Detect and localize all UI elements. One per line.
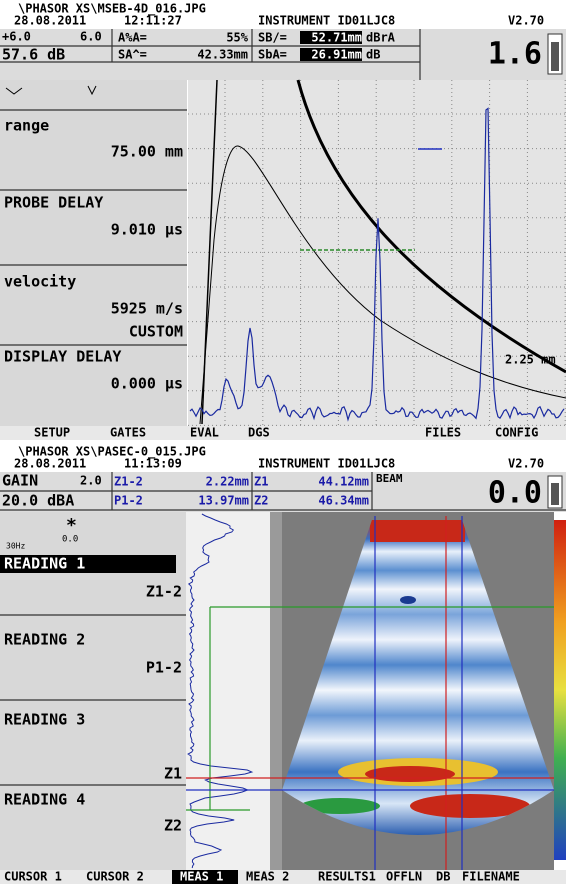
param-value: 0.000 µs <box>111 375 183 393</box>
panel-name: READING 3 <box>4 711 85 729</box>
screenshot: \PHASOR XS\MSEB-4D_016.JPG 28.08.2011 12… <box>0 0 566 884</box>
prf: 30Hz <box>6 542 25 551</box>
reading-label: SbA= <box>258 48 287 62</box>
version: V2.70 <box>508 14 544 28</box>
menu-item[interactable]: OFFLN <box>386 870 422 884</box>
reading-value: 44.12mm <box>318 475 369 489</box>
reading-label: Z1-2 <box>114 475 143 489</box>
reading-unit: dB <box>366 48 380 62</box>
panel-value: Z2 <box>164 817 182 835</box>
a-scan: 2.25 mm <box>188 80 566 426</box>
menu-item[interactable]: RESULTS1 <box>318 870 376 884</box>
menu-item[interactable]: DB <box>436 870 450 884</box>
screen-1: \PHASOR XS\MSEB-4D_016.JPG 28.08.2011 12… <box>0 2 566 441</box>
gain-fine: 6.0 <box>80 30 102 44</box>
menu-item[interactable]: SETUP <box>34 426 70 440</box>
date: 28.08.2011 <box>14 457 86 471</box>
version: V2.70 <box>508 457 544 471</box>
param-name: PROBE DELAY <box>4 194 103 212</box>
menu-item[interactable]: CURSOR 1 <box>4 870 62 884</box>
reading-label: Z1 <box>254 475 268 489</box>
date: 28.08.2011 <box>14 14 86 28</box>
gain-step: +6.0 <box>2 30 31 44</box>
gain: 20.0 dBA <box>2 492 74 510</box>
menu-item[interactable]: FILENAME <box>462 870 520 884</box>
panel-value: P1-2 <box>146 659 182 677</box>
menu-item[interactable]: GATES <box>110 426 146 440</box>
reading-label: Z2 <box>254 494 268 508</box>
param-value: 5925 m/s <box>111 300 183 318</box>
star-icon: * <box>66 515 77 536</box>
gain-label: GAIN <box>2 472 38 490</box>
big-value: 0.0 <box>488 476 542 511</box>
reading-value: 46.34mm <box>318 494 369 508</box>
panel-value: Z1-2 <box>146 583 182 601</box>
reading-value: 52.71mm <box>311 31 362 45</box>
time: 11:13:09 <box>124 457 182 471</box>
param-value: 75.00 mm <box>111 143 183 161</box>
reading-value: 55% <box>226 31 248 45</box>
instrument: INSTRUMENT ID01LJC8 <box>258 14 395 28</box>
reading-label: SB/= <box>258 31 287 45</box>
beam-label: BEAM <box>376 472 403 485</box>
reading-value: 42.33mm <box>197 48 248 62</box>
annotation: 2.25 mm <box>505 353 556 367</box>
menu-item[interactable]: CURSOR 2 <box>86 870 144 884</box>
param-name: velocity <box>4 273 76 291</box>
instrument: INSTRUMENT ID01LJC8 <box>258 457 395 471</box>
menu-item[interactable]: MEAS 2 <box>246 870 289 884</box>
screen-2: \PHASOR XS\PASEC-0_015.JPG 28.08.2011 11… <box>0 445 566 884</box>
angle: 0.0 <box>62 535 78 545</box>
menu-item[interactable]: CONFIG <box>495 426 538 440</box>
panel-name: READING 4 <box>4 791 85 809</box>
menu-bar <box>0 426 566 440</box>
reading-value: 13.97mm <box>198 494 249 508</box>
a-scan-vertical <box>186 512 282 870</box>
reading-label: P1-2 <box>114 494 143 508</box>
panel-name: READING 1 <box>4 555 85 573</box>
param-name: DISPLAY DELAY <box>4 348 121 366</box>
reading-label: SA^= <box>118 48 147 62</box>
big-value: 1.6 <box>488 37 542 72</box>
menu-item[interactable]: MEAS 1 <box>180 870 223 884</box>
reading-label: A%A= <box>118 31 147 45</box>
menu-item[interactable]: FILES <box>425 426 461 440</box>
reading-value: 2.22mm <box>206 475 249 489</box>
gain: 57.6 dB <box>2 46 65 64</box>
param-name: range <box>4 117 49 135</box>
reading-value: 26.91mm <box>311 48 362 62</box>
panel-name: READING 2 <box>4 631 85 649</box>
menu-item[interactable]: EVAL <box>190 426 219 440</box>
panel-value: Z1 <box>164 765 182 783</box>
gain-fine: 2.0 <box>80 474 102 488</box>
reading-unit: dBrA <box>366 31 396 45</box>
time: 12:11:27 <box>124 14 182 28</box>
menu-item[interactable]: DGS <box>248 426 270 440</box>
param-value: 9.010 µs <box>111 221 183 239</box>
param-mode: CUSTOM <box>129 323 183 341</box>
